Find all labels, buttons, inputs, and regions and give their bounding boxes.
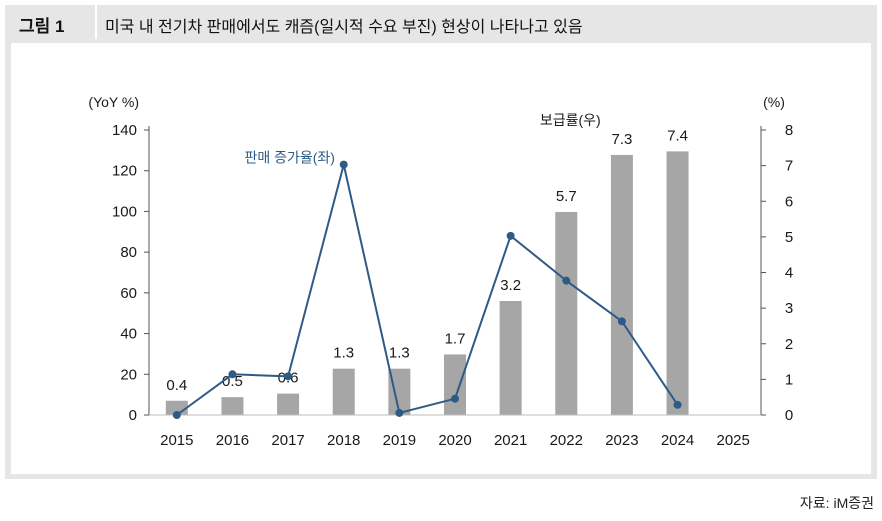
left-axis-tick-label: 100	[112, 203, 137, 220]
x-axis-tick-label: 2025	[716, 432, 749, 449]
bar	[444, 354, 466, 415]
bar	[388, 368, 411, 415]
x-axis-tick-label: 2015	[160, 432, 193, 449]
x-axis-tick-label: 2022	[550, 432, 583, 449]
bar	[555, 211, 578, 415]
right-axis-tick-label: 8	[785, 122, 793, 139]
right-axis-unit-label: (%)	[763, 94, 785, 110]
bar-value-label: 7.3	[611, 131, 632, 148]
bar-value-label: 0.4	[166, 377, 187, 394]
x-axis-tick-label: 2017	[271, 432, 304, 449]
header-divider	[95, 5, 97, 39]
sales-growth-point	[506, 231, 515, 240]
right-axis-tick-label: 2	[785, 336, 793, 353]
sales-growth-point	[617, 317, 626, 326]
sales-growth-point	[451, 394, 459, 403]
x-axis-tick-label: 2019	[383, 432, 416, 449]
bar-value-label: 3.2	[500, 277, 521, 294]
line-series-label: 판매 증가율(좌)	[244, 150, 335, 166]
bar-value-label: 1.7	[445, 330, 466, 347]
right-axis-tick-label: 4	[785, 265, 793, 282]
bar	[610, 154, 633, 415]
left-axis-tick-label: 20	[120, 366, 137, 383]
source-note: 자료: iM증권	[799, 495, 874, 511]
left-axis-tick-label: 80	[120, 244, 137, 261]
chart-panel: 0 20 40 60 80 100 120 140 0 1 2 3 4 5 6 7 8 (YoY %) (%) 0.4…	[11, 43, 871, 474]
right-axis-tick-label: 0	[785, 407, 793, 424]
right-axis-tick-label: 7	[785, 158, 793, 175]
x-axis-tick-label: 2024	[661, 432, 694, 449]
left-axis-unit-label: (YoY %)	[88, 94, 139, 110]
bar	[666, 151, 689, 415]
bar-value-label: 7.4	[667, 127, 688, 144]
bar-value-label: 1.3	[389, 345, 410, 362]
x-axis-tick-label: 2018	[327, 432, 360, 449]
left-axis-tick-label: 120	[112, 163, 137, 180]
bar-value-label: 1.3	[333, 345, 354, 362]
bar-value-label: 5.7	[556, 188, 577, 205]
sales-growth-point	[339, 160, 348, 169]
left-axis-tick-label: 60	[120, 285, 137, 302]
x-axis-tick-label: 2021	[494, 432, 527, 449]
bar	[277, 393, 300, 415]
combo-chart: 0 20 40 60 80 100 120 140 0 1 2 3 4 5 6 7 8 (YoY %) (%) 0.4…	[88, 94, 793, 449]
sales-growth-point	[172, 411, 181, 419]
x-axis-tick-label: 2020	[438, 432, 471, 449]
left-axis-tick-label: 40	[120, 326, 137, 343]
bar-series-label: 보급률(우)	[540, 112, 601, 128]
right-axis-tick-label: 6	[785, 193, 793, 210]
figure-label: 그림 1	[19, 17, 65, 36]
x-axis-tick-label: 2016	[216, 432, 249, 449]
x-axis-tick-label: 2023	[605, 432, 638, 449]
sales-growth-point	[284, 372, 293, 381]
right-axis-tick-label: 3	[785, 300, 793, 317]
sales-growth-point	[395, 408, 404, 417]
figure-frame: 그림 1 미국 내 전기차 판매에서도 캐즘(일시적 수요 부진) 현상이 나타…	[5, 5, 877, 479]
bar	[332, 368, 355, 415]
bar	[221, 397, 244, 415]
bar	[499, 301, 522, 415]
figure-header: 그림 1 미국 내 전기차 판매에서도 캐즘(일시적 수요 부진) 현상이 나타…	[5, 5, 877, 39]
sales-growth-point	[228, 370, 237, 379]
sales-growth-point	[673, 400, 682, 409]
sales-growth-point	[562, 276, 571, 285]
figure-title: 미국 내 전기차 판매에서도 캐즘(일시적 수요 부진) 현상이 나타나고 있음	[105, 19, 583, 36]
right-axis-tick-label: 1	[785, 371, 793, 388]
right-axis-tick-label: 5	[785, 229, 793, 246]
left-axis-tick-label: 140	[112, 122, 137, 139]
sales-growth-line	[176, 163, 679, 416]
left-axis-tick-label: 0	[129, 407, 137, 424]
